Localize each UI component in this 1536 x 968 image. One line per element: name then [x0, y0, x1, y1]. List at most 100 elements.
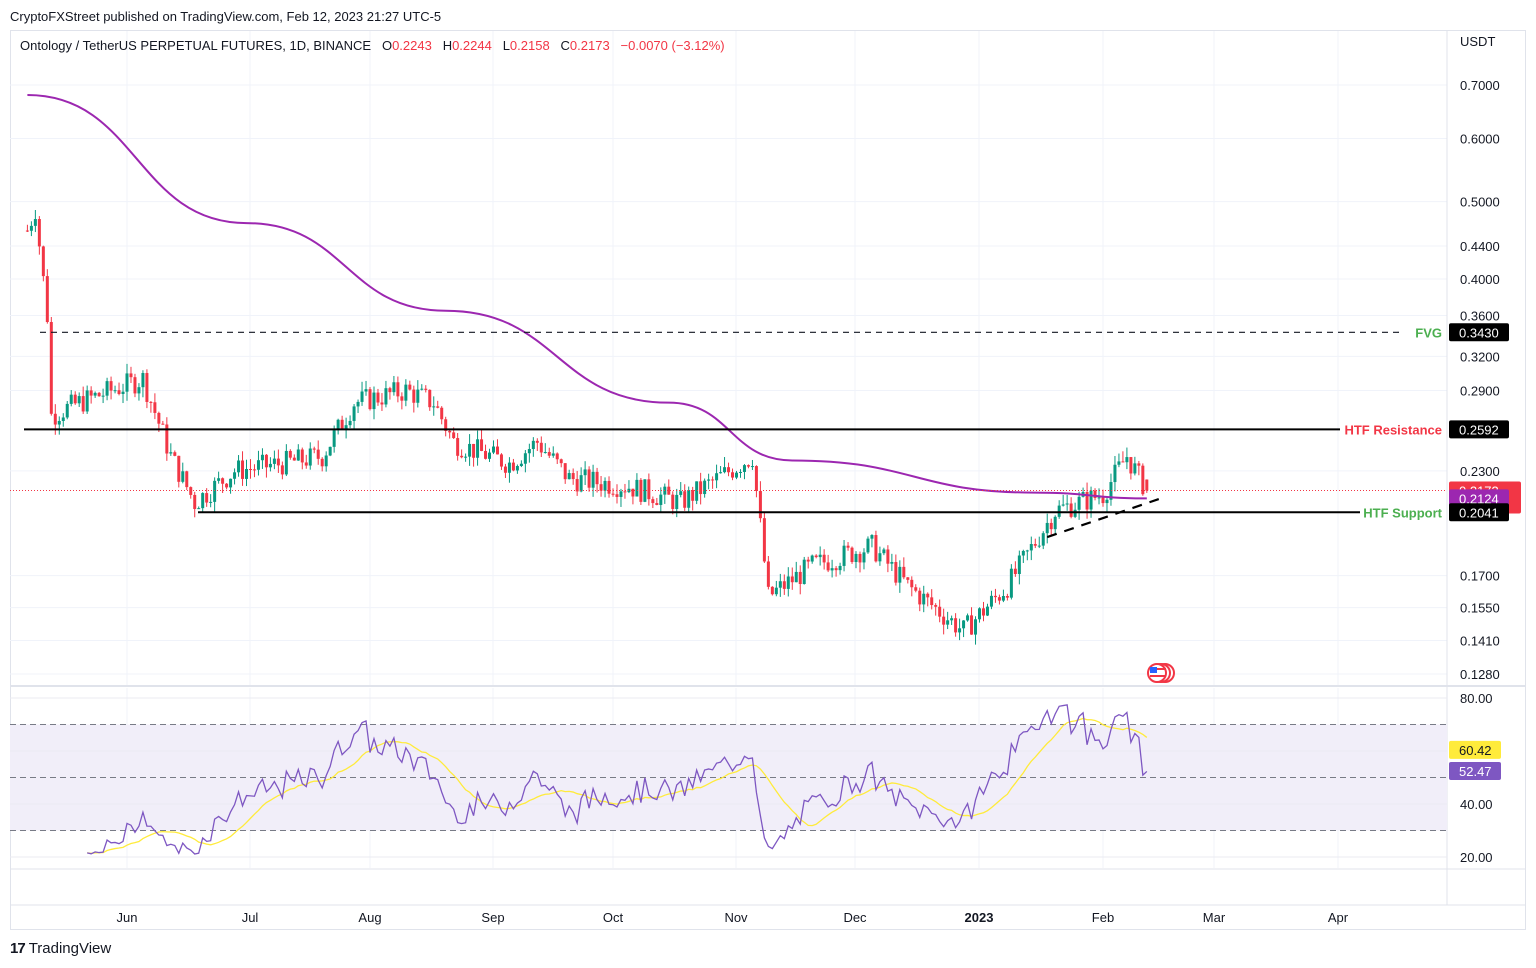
candle-body — [539, 442, 543, 453]
candle-body — [507, 462, 511, 473]
candle-body — [1045, 522, 1049, 534]
fvg-label: FVG — [1415, 325, 1442, 340]
fvg-price-badge: 0.3430 — [1449, 323, 1509, 342]
symbol-title[interactable]: Ontology / TetherUS PERPETUAL FUTURES, 1… — [20, 38, 372, 53]
candle-body — [1029, 544, 1033, 551]
candle-body — [918, 590, 922, 605]
ohlc-legend: Ontology / TetherUS PERPETUAL FUTURES, 1… — [20, 38, 725, 53]
candle-body — [380, 402, 384, 405]
candle-body — [491, 446, 495, 453]
candle-body — [563, 463, 567, 480]
candle-body — [882, 549, 886, 554]
candle-body — [946, 620, 950, 625]
flag-stripe — [1157, 668, 1166, 670]
htf-resistance-price-badge: 0.2592 — [1449, 420, 1509, 439]
candle-body — [153, 402, 157, 413]
candle-body — [37, 219, 41, 247]
candle-body — [651, 499, 655, 504]
candle-body — [826, 562, 830, 571]
candle-body — [890, 562, 894, 564]
candle-body — [631, 488, 635, 497]
candle-body — [870, 535, 874, 539]
tradingview-logo[interactable]: 17 TradingView — [10, 940, 111, 957]
candle-body — [344, 425, 348, 430]
candle-body — [846, 545, 850, 548]
candle-body — [985, 606, 989, 616]
candle-body — [81, 396, 85, 412]
candle-body — [484, 450, 488, 459]
candle-body — [906, 577, 910, 580]
candle-body — [109, 381, 113, 391]
candle-body — [57, 420, 61, 425]
candle-body — [284, 450, 288, 475]
candle-body — [432, 406, 436, 408]
candle-body — [440, 407, 444, 420]
ema-price-badge: 0.2124 — [1449, 489, 1509, 508]
price-trendline[interactable] — [1046, 498, 1160, 539]
publisher-line: CryptoFXStreet published on TradingView.… — [10, 9, 442, 24]
candle-body — [400, 396, 404, 401]
candle-body — [157, 412, 161, 424]
candle-body — [1053, 516, 1057, 530]
high-value: 0.2244 — [452, 38, 492, 53]
price-axis[interactable]: USDT 0.7000 0.6000 0.5000 0.4400 0.4000 0.3600… — [1449, 34, 1521, 682]
candle-body — [659, 494, 663, 505]
candle-body — [1145, 479, 1149, 491]
candle-body — [1097, 497, 1101, 499]
candle-body — [579, 475, 583, 492]
candle-body — [113, 390, 117, 392]
candle-body — [177, 455, 181, 482]
candle-body — [364, 389, 368, 392]
price-tick-label: 0.7000 — [1460, 78, 1500, 93]
candle-body — [758, 490, 762, 519]
candle-body — [950, 618, 954, 621]
candle-body — [790, 576, 794, 583]
candle-body — [647, 479, 651, 500]
rsi-pane[interactable]: 80.00 40.00 20.00 60.42 52.47 — [10, 691, 1501, 865]
candle-body — [719, 472, 723, 474]
rsi-badge: 52.47 — [1449, 761, 1501, 780]
candle-body — [237, 460, 241, 473]
price-grid — [10, 31, 1447, 868]
candle-body — [567, 473, 571, 480]
candle-body — [818, 554, 822, 558]
candle-body — [547, 452, 551, 456]
candle-body — [798, 571, 802, 584]
candle-body — [858, 553, 862, 563]
candle-body — [1073, 509, 1077, 517]
candle-body — [145, 373, 149, 402]
candle-body — [444, 419, 448, 431]
candle-body — [687, 490, 691, 508]
candle-body — [555, 453, 559, 460]
candle-body — [938, 606, 942, 617]
candle-body — [886, 549, 890, 564]
candle-body — [1025, 550, 1029, 552]
candle-body — [476, 439, 480, 458]
candle-body — [603, 480, 607, 491]
candle-body — [1113, 464, 1117, 483]
candle-body — [241, 460, 245, 479]
badge-label: 0.3430 — [1459, 325, 1499, 340]
candle-body — [898, 566, 902, 583]
candle-body — [571, 473, 575, 480]
candle-body — [503, 466, 507, 473]
candle-body — [715, 473, 719, 481]
candle-body — [766, 561, 770, 587]
us-flag-event-icon[interactable] — [1147, 663, 1175, 683]
badge-label: 0.2592 — [1459, 422, 1499, 437]
time-axis[interactable]: Jun Jul Aug Sep Oct Nov Dec 2023 Feb Mar Apr — [117, 910, 1349, 925]
price-tick-label: 0.1280 — [1460, 667, 1500, 682]
candle-body — [981, 608, 985, 616]
htf-support-price-badge: 0.2041 — [1449, 503, 1509, 522]
candle-body — [1049, 522, 1053, 530]
candle-body — [655, 503, 659, 505]
candle-body — [89, 390, 93, 396]
candle-body — [133, 377, 137, 394]
price-tick-label: 0.2900 — [1460, 383, 1500, 398]
candle-body — [878, 553, 882, 562]
candle-body — [615, 494, 619, 497]
candle-body — [197, 508, 201, 510]
candle-body — [260, 454, 264, 461]
candle-body — [33, 219, 37, 226]
